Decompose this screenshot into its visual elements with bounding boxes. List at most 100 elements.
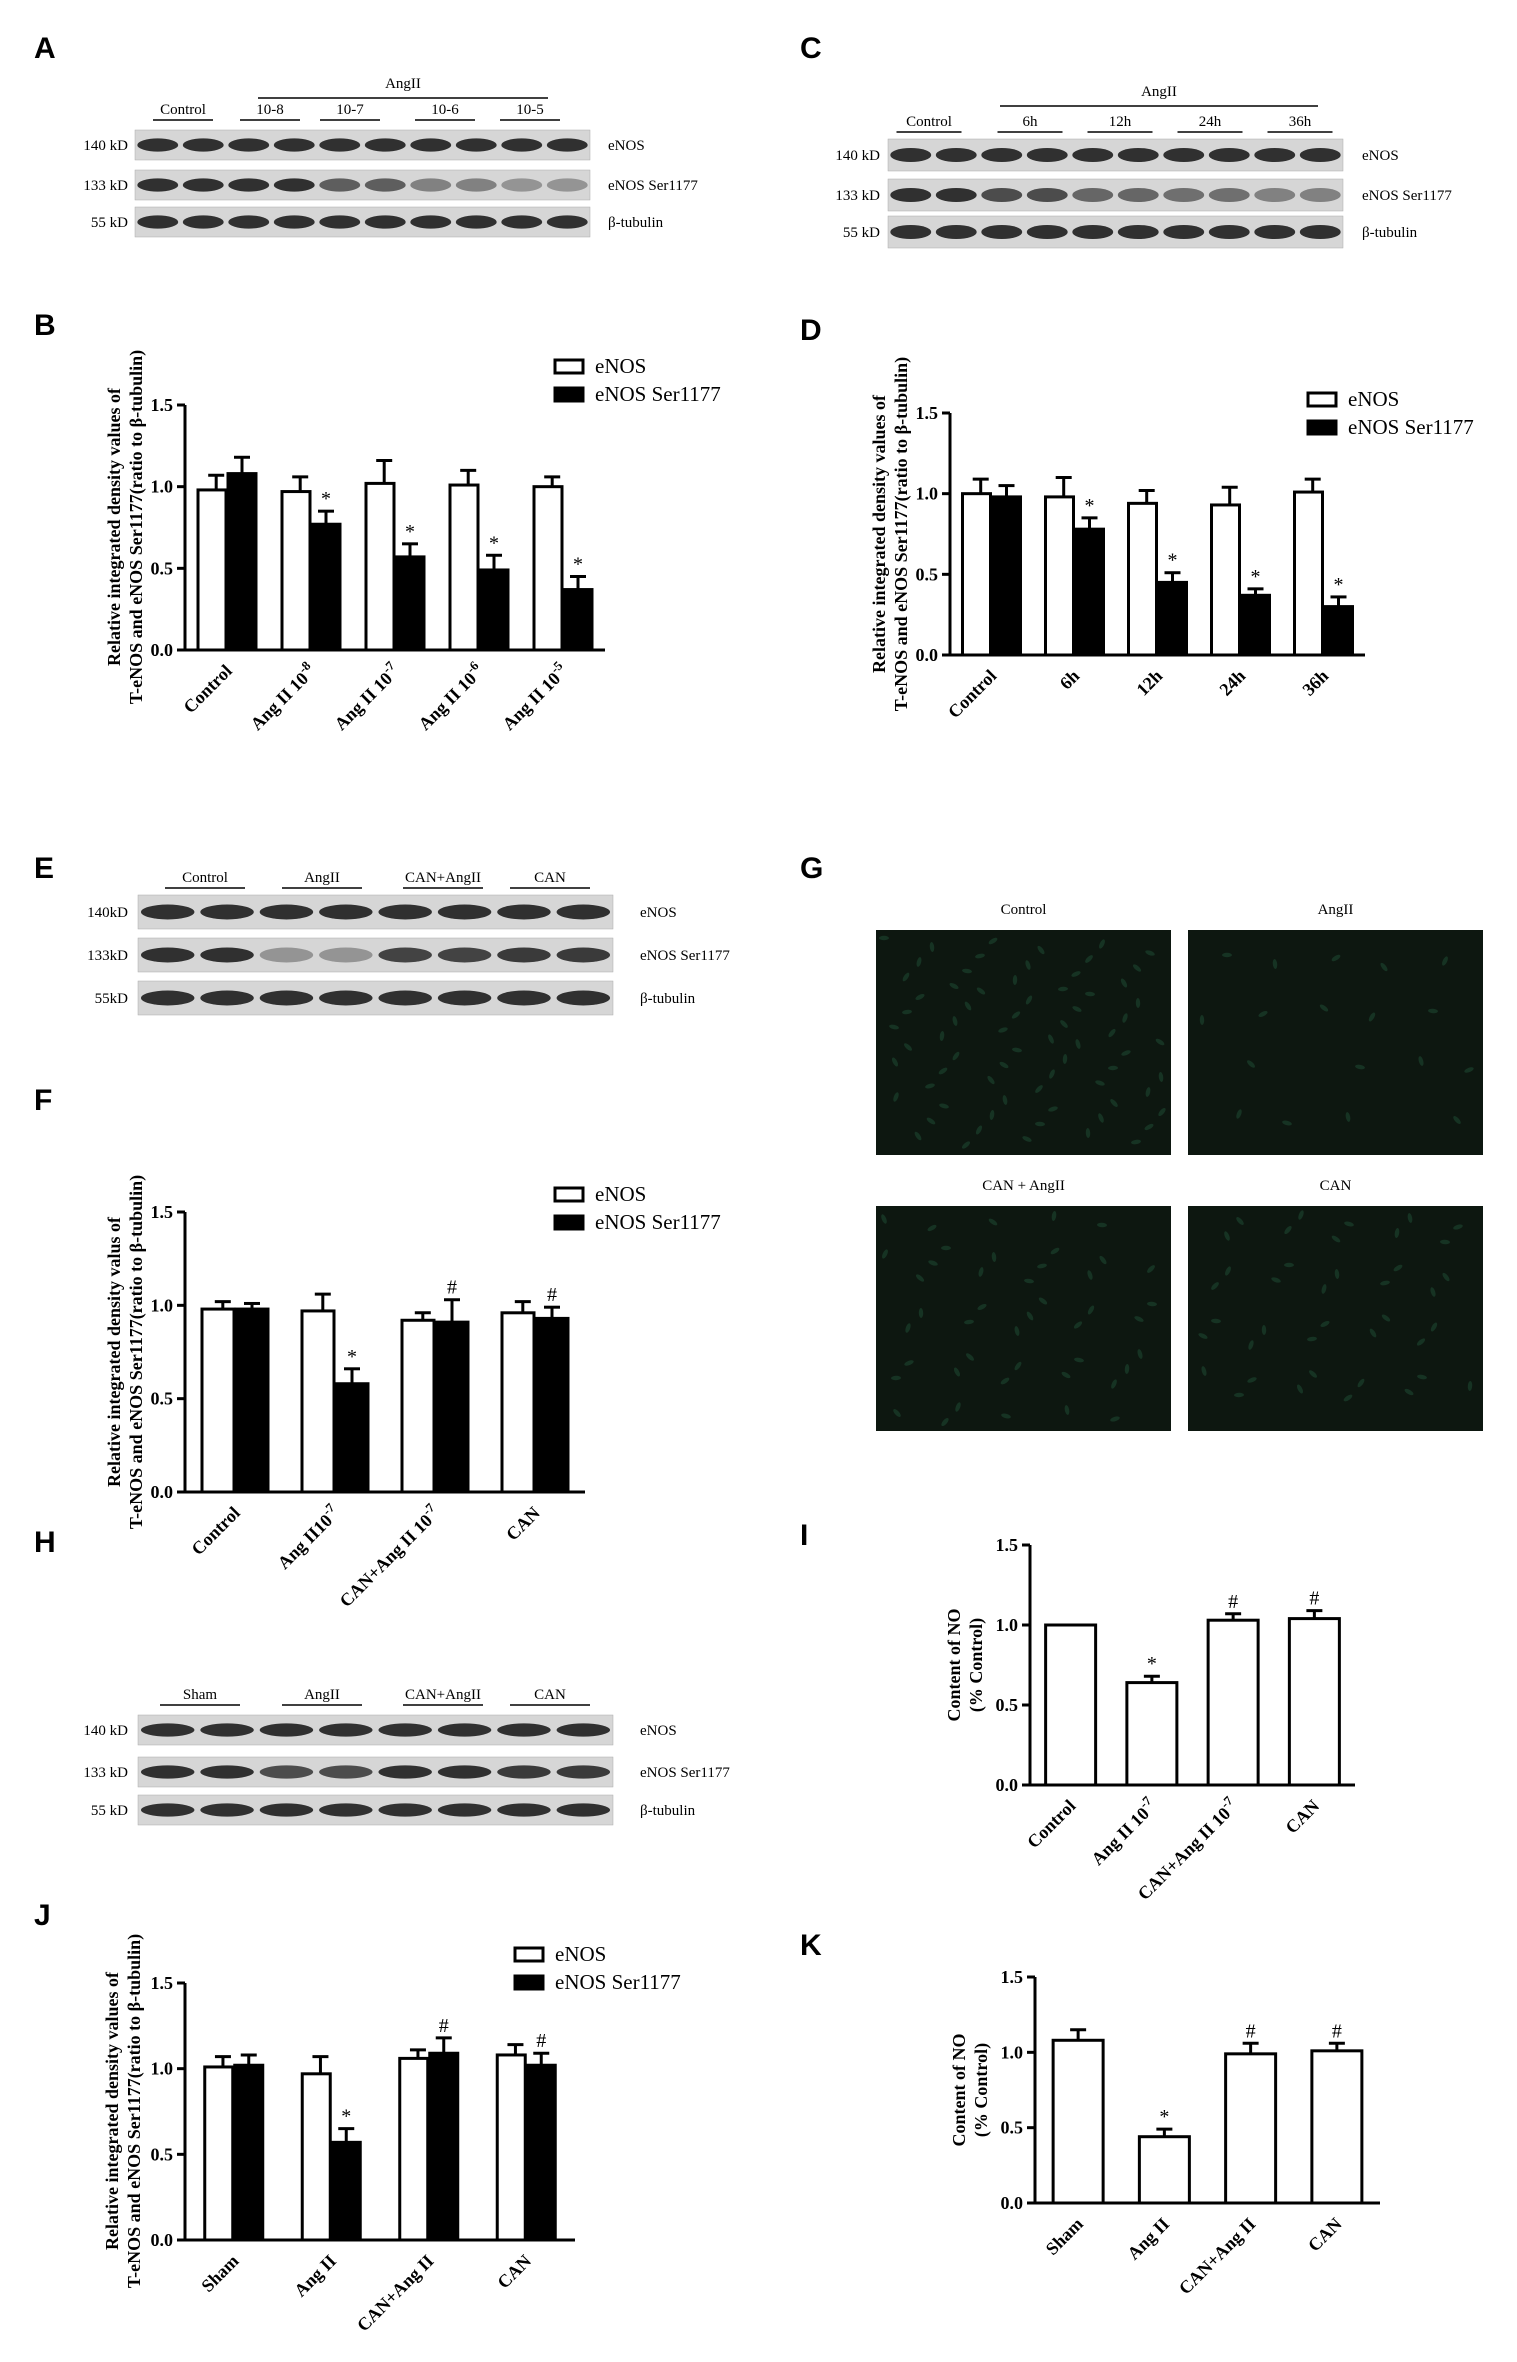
protein-band [259,1723,314,1737]
protein-band [378,904,432,920]
lane-label: AngII [304,870,340,886]
bar-enos [1044,1623,1098,1787]
cell-speck [1236,1217,1244,1225]
cell-speck [1073,1321,1083,1329]
cell-speck [1011,1011,1021,1019]
panel-label-J: J [34,1899,51,1932]
lane-label: 12h [1109,114,1132,130]
protein-band [981,147,1023,163]
y-tick-label: 0.5 [151,1389,174,1409]
molecular-weight-label: 55kD [95,991,129,1007]
cell-speck [1331,954,1341,962]
cell-speck [1108,1065,1118,1071]
legend: eNOS eNOS Ser1177 [513,1942,681,1994]
y-axis-label: Relative integrated density valus of T-eN… [104,1175,147,1529]
image-label: Control [1001,902,1047,918]
protein-band [1254,147,1296,163]
protein-band [319,1723,373,1737]
cell-speck [1108,1028,1116,1038]
blot-group-label: AngII [385,76,421,92]
panel-label-H: H [34,1526,56,1559]
bar-ser1177 [334,1382,370,1494]
lane-label: AngII [304,1687,340,1703]
cell-speck [1453,1224,1463,1230]
significance-mark: * [1168,550,1178,572]
significance-mark: * [341,2106,351,2128]
protein-band [501,178,543,192]
bar-ser1177 [991,495,1022,657]
significance-mark: * [1147,1653,1157,1675]
protein-band [935,147,977,163]
band-name-label: eNOS [1362,148,1399,164]
y-tick-label: 1.0 [1001,2042,1024,2062]
cell-speck [916,957,922,967]
protein-band [273,138,315,152]
protein-band [1026,187,1068,203]
band-name-label: eNOS Ser1177 [608,178,698,194]
cell-speck [975,953,985,959]
protein-band [228,178,270,192]
protein-band [497,990,551,1006]
cell-speck [1261,1325,1267,1335]
category-label: Control [1023,1796,1079,1852]
cell-speck [1038,1297,1048,1305]
cell-speck [977,1304,987,1310]
protein-band [437,1803,492,1817]
bar-enos [495,2053,527,2242]
protein-band [378,947,432,963]
cell-speck [915,994,925,1000]
bar-ser1177 [1240,593,1271,657]
protein-band [890,187,932,203]
cell-speck [902,1009,912,1015]
protein-band [200,990,254,1006]
category-label: Sham [1042,2214,1087,2259]
y-tick-label: 1.5 [151,395,174,415]
cell-speck [961,1141,971,1149]
cell-speck [1048,1034,1054,1044]
legend: eNOS eNOS Ser1177 [553,1182,721,1234]
protein-band [556,947,611,963]
protein-band [319,215,361,229]
protein-band [378,1723,432,1737]
y-tick-label: 1.5 [996,1535,1019,1555]
cell-speck [1334,1269,1340,1279]
lane-label: 10-7 [336,102,364,118]
cell-speck [1099,939,1105,949]
protein-band [981,187,1023,203]
molecular-weight-label: 55 kD [843,225,880,241]
cell-speck [1201,1366,1207,1376]
molecular-weight-label: 133 kD [83,1765,128,1781]
protein-band [556,904,611,920]
cell-speck [1048,1106,1058,1112]
cell-speck [1025,960,1031,970]
legend-swatch-enos [513,1946,545,1963]
cell-speck [1442,1272,1450,1282]
image-label: AngII [1318,902,1354,918]
protein-band [556,1723,611,1737]
cell-speck [1131,1139,1141,1145]
cell-speck [952,1051,960,1061]
cell-speck [1258,1011,1268,1017]
cell-speck [1051,1211,1057,1221]
lane-label: Control [182,870,228,886]
cell-speck [988,1218,998,1226]
protein-band [455,138,497,152]
category-label: 6h [1056,666,1084,694]
cell-speck [1331,1235,1341,1243]
molecular-weight-label: 140 kD [83,1723,128,1739]
protein-band [182,178,224,192]
cell-speck [1416,1338,1426,1346]
protein-band [935,224,977,240]
protein-band [182,138,224,152]
cell-speck [1236,1109,1242,1119]
protein-band [1208,187,1250,203]
cell-speck [1380,1280,1390,1286]
category-label: Control [179,661,235,717]
cell-speck [1022,1136,1032,1142]
fluorescence-image [1188,930,1483,1155]
cell-speck [1222,952,1232,958]
cell-speck [989,1110,995,1120]
